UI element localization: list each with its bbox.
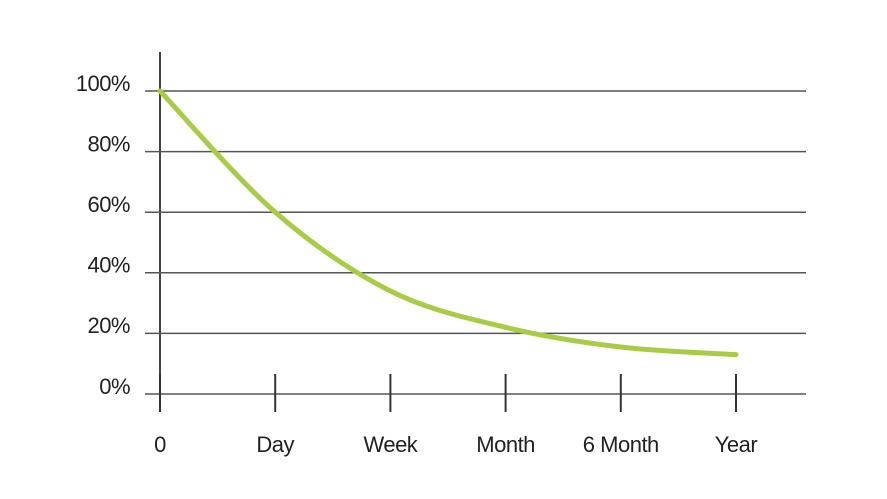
y-tick-label: 0% <box>99 374 130 399</box>
y-tick-label: 80% <box>87 131 130 156</box>
y-tick-label: 40% <box>87 253 130 278</box>
y-tick-label: 100% <box>76 71 130 96</box>
x-tick-label: Month <box>476 432 535 457</box>
data-line <box>157 88 739 358</box>
y-tick-label: 20% <box>87 313 130 338</box>
x-tick-label: Day <box>256 432 294 457</box>
x-tick-label: Year <box>715 432 758 457</box>
x-tick-label: 6 Month <box>583 432 659 457</box>
x-tick-label: 0 <box>154 432 166 457</box>
x-tick-label: Week <box>363 432 418 457</box>
y-tick-label: 60% <box>87 192 130 217</box>
